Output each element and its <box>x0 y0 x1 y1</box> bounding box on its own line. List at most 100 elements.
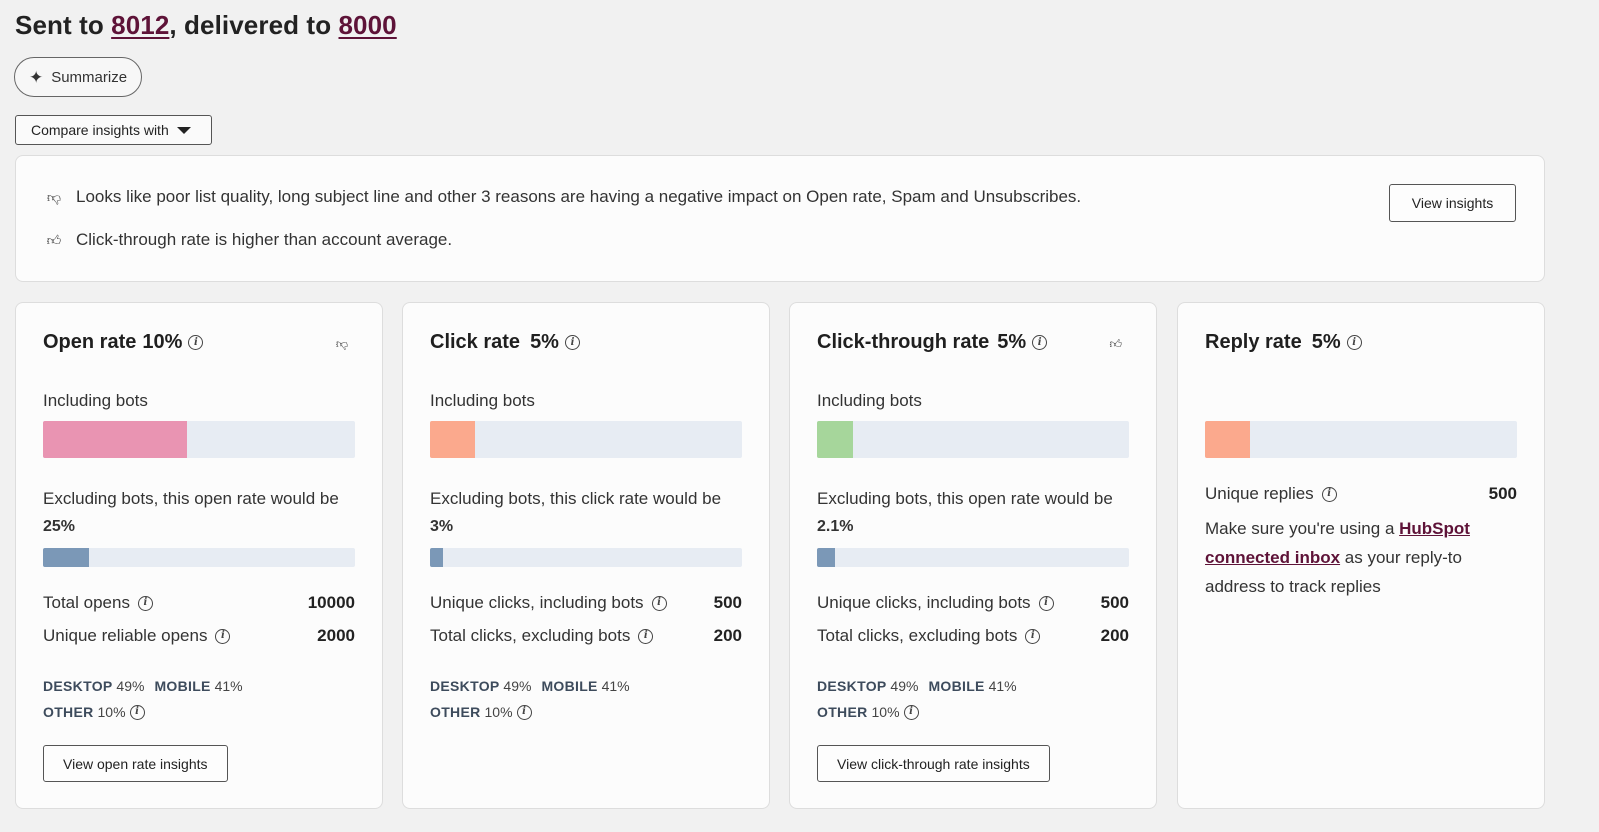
info-icon[interactable]: i <box>188 335 204 350</box>
compare-label: Compare insights with <box>31 122 169 138</box>
excluding-bots-bar <box>817 548 1129 567</box>
info-icon[interactable]: i <box>1025 628 1041 644</box>
mobile-label: MOBILE <box>154 678 211 694</box>
card-title-text: Click rate <box>430 331 521 353</box>
info-icon[interactable]: i <box>1321 486 1337 502</box>
including-bots-bar <box>430 421 742 458</box>
reply-tracking-note: Make sure you're using a HubSpot connect… <box>1205 514 1505 601</box>
bar-fill <box>430 548 444 567</box>
desktop-value: 49% <box>890 678 919 694</box>
mobile-value: 41% <box>214 678 243 694</box>
excluding-bots-text: Excluding bots, this open rate would be … <box>817 485 1137 541</box>
info-icon[interactable]: i <box>564 335 580 350</box>
thumbs-down-icon: 👎︎ <box>335 337 348 351</box>
info-icon[interactable]: i <box>903 704 919 720</box>
stat-label: Unique replies <box>1205 484 1314 503</box>
excluding-bots-bar <box>43 548 355 567</box>
card-rate: 5% <box>1311 331 1341 353</box>
excluding-bots-value: 25% <box>43 518 76 535</box>
info-icon[interactable]: i <box>651 595 667 611</box>
bar-fill <box>817 548 836 567</box>
stat-label: Unique clicks, including bots <box>817 593 1031 612</box>
card-title: Click-through rate 5% i <box>817 331 1048 354</box>
sent-prefix: Sent to <box>15 10 112 40</box>
other-value: 10% <box>97 704 126 720</box>
click-rate-card: Click rate 5% i Including bots Excluding… <box>402 302 770 809</box>
stat-value: 2000 <box>317 626 355 645</box>
info-icon[interactable]: i <box>215 628 231 644</box>
bar-fill <box>817 421 853 458</box>
send-summary-heading: Sent to 8012, delivered to 8000 <box>15 10 397 41</box>
info-icon[interactable]: i <box>638 628 654 644</box>
other-label: OTHER <box>43 704 94 720</box>
excluding-bots-text: Excluding bots, this click rate would be… <box>430 485 750 541</box>
compare-insights-dropdown[interactable]: Compare insights with <box>15 115 212 145</box>
card-rate: 5% <box>530 331 559 353</box>
device-other: OTHER 10% i <box>43 704 145 720</box>
sparkle-icon: ✦ <box>28 67 44 87</box>
bar-fill <box>43 421 187 458</box>
desktop-label: DESKTOP <box>430 678 500 694</box>
stat-row: Unique reliable opens i 2000 <box>43 626 355 646</box>
other-value: 10% <box>871 704 900 720</box>
other-label: OTHER <box>817 704 868 720</box>
view-open-rate-insights-button[interactable]: View open rate insights <box>43 745 228 782</box>
delivered-prefix: , delivered to <box>169 10 339 40</box>
including-bots-label: Including bots <box>430 391 535 410</box>
excluding-bots-text: Excluding bots, this open rate would be … <box>43 485 363 541</box>
stat-row: Total clicks, excluding bots i 200 <box>430 626 742 646</box>
info-icon[interactable]: i <box>1346 335 1362 350</box>
reply-rate-card: Reply rate 5% i Unique replies i 500 Make… <box>1177 302 1545 809</box>
summarize-button[interactable]: ✦ Summarize <box>14 57 142 97</box>
stat-value: 10000 <box>307 593 355 612</box>
including-bots-label: Including bots <box>817 391 922 410</box>
info-icon[interactable]: i <box>516 704 532 720</box>
insights-panel: 👎︎ Looks like poor list quality, long su… <box>15 155 1545 282</box>
stat-row: Unique replies i 500 <box>1205 484 1517 504</box>
note-suffix: as your reply-to address to track replie… <box>1205 548 1462 596</box>
including-bots-bar <box>817 421 1129 458</box>
info-icon[interactable]: i <box>1038 595 1054 611</box>
excluding-bots-bar <box>430 548 742 567</box>
device-breakdown: DESKTOP 49% MOBILE 41% <box>817 678 1017 694</box>
open-rate-card: Open rate 10% i 👎︎ Including bots Exclud… <box>15 302 383 809</box>
view-click-through-rate-insights-button[interactable]: View click-through rate insights <box>817 745 1050 782</box>
sent-count-link[interactable]: 8012 <box>111 10 170 40</box>
stat-label: Unique clicks, including bots <box>430 593 644 612</box>
device-breakdown: DESKTOP 49% MOBILE 41% <box>43 678 243 694</box>
stat-label: Total clicks, excluding bots <box>817 626 1018 645</box>
excluding-bots-label: Excluding bots, this open rate would be <box>817 489 1113 508</box>
mobile-label: MOBILE <box>541 678 598 694</box>
info-icon[interactable]: i <box>129 704 145 720</box>
stat-label: Total opens <box>43 593 130 612</box>
bar-fill <box>43 548 89 567</box>
excluding-bots-label: Excluding bots, this open rate would be <box>43 489 339 508</box>
stat-row: Total opens i 10000 <box>43 593 355 613</box>
view-insights-button[interactable]: View insights <box>1389 184 1516 222</box>
reply-rate-bar <box>1205 421 1517 458</box>
stat-value: 200 <box>713 626 742 645</box>
info-icon[interactable]: i <box>137 595 153 611</box>
device-other: OTHER 10% i <box>430 704 532 720</box>
other-value: 10% <box>484 704 513 720</box>
hubspot-connected-inbox-link[interactable]: HubSpot connected inbox <box>1205 519 1470 567</box>
info-icon[interactable]: i <box>1032 335 1048 350</box>
stat-value: 500 <box>1488 484 1517 503</box>
click-through-rate-card: Click-through rate 5% i 👍︎ Including bot… <box>789 302 1157 809</box>
negative-insight-text: Looks like poor list quality, long subje… <box>76 187 1082 206</box>
thumbs-down-icon: 👎︎ <box>46 188 62 205</box>
card-title-text: Click-through rate <box>817 331 990 353</box>
excluding-bots-value: 3% <box>430 518 454 535</box>
negative-insight: 👎︎ Looks like poor list quality, long su… <box>46 187 1081 207</box>
card-title-text: Open rate <box>43 331 137 353</box>
caret-down-icon <box>176 126 191 134</box>
including-bots-label: Including bots <box>43 391 148 410</box>
summarize-label: Summarize <box>51 68 128 86</box>
delivered-count-link[interactable]: 8000 <box>338 10 397 40</box>
thumbs-up-icon: 👍︎ <box>1109 337 1122 351</box>
bar-fill <box>430 421 475 458</box>
stat-value: 200 <box>1100 626 1129 645</box>
stat-label: Unique reliable opens <box>43 626 208 645</box>
card-rate: 10% <box>142 331 183 353</box>
card-rate: 5% <box>997 331 1027 353</box>
